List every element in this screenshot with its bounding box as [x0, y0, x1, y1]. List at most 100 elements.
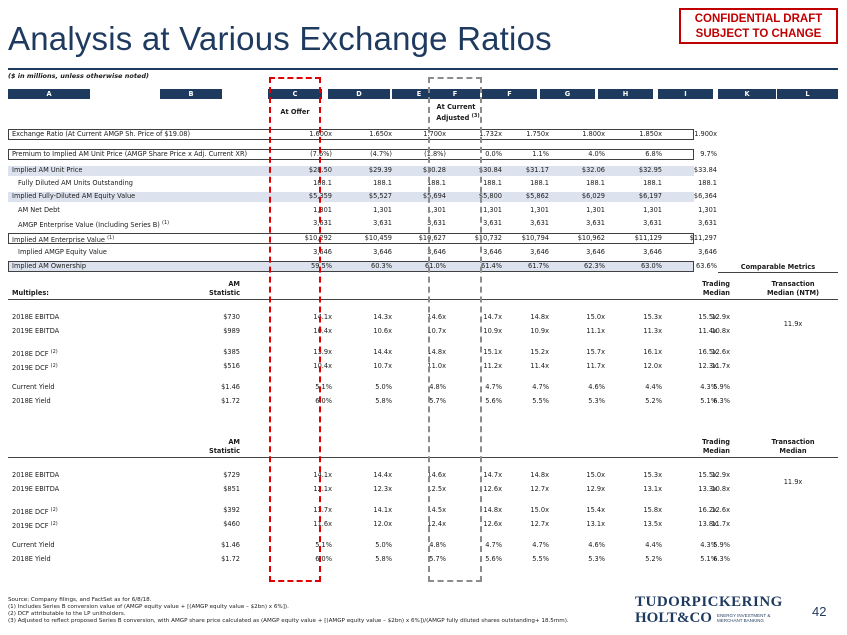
row-label-9: Implied AM Ownership [12, 262, 86, 271]
value-cell: 61.0% [425, 262, 446, 270]
multiple-cell: 15.0x [530, 506, 549, 514]
adjusted-label: Adjusted (3) [430, 112, 486, 123]
row-bg-4 [8, 192, 694, 202]
confidential-stamp: CONFIDENTIAL DRAFT SUBJECT TO CHANGE [679, 8, 838, 44]
value-cell: $5,694 [422, 192, 446, 200]
value-cell: 3,631 [313, 219, 332, 227]
value-cell: $32.06 [581, 166, 605, 174]
multiple-cell: 15.1x [483, 348, 502, 356]
value-cell: (1.8%) [424, 150, 446, 158]
trading-median: 5.9% [713, 383, 730, 391]
footnote-1: (1) Includes Series B conversion value o… [8, 604, 289, 610]
row-label-7: Implied AM Enterprise Value (1) [12, 234, 114, 245]
metric-label-text: 2019E EBITDA [12, 485, 60, 493]
footnote-ref: (2) [50, 363, 58, 369]
multiple-cell: 14.6x [427, 471, 446, 479]
value-cell: $5,862 [525, 192, 549, 200]
metric-label: 2019E DCF (2) [12, 362, 58, 373]
value-cell: 1.732x [479, 130, 502, 138]
row-box-0 [8, 129, 694, 140]
at-offer-label: At Offer [280, 108, 310, 116]
value-cell: $10,732 [474, 234, 502, 242]
value-cell: 3,646 [530, 248, 549, 256]
multiple-cell: 13.5x [643, 520, 662, 528]
multiple-cell: 15.5x [698, 313, 717, 321]
at-current-highlight [428, 77, 482, 582]
section-rule [8, 299, 838, 300]
multiple-cell: 15.0x [586, 313, 605, 321]
multiple-cell: 14.8x [530, 471, 549, 479]
multiple-cell: 14.8x [483, 506, 502, 514]
multiple-cell: 13.1x [643, 485, 662, 493]
multiple-cell: 5.1% [315, 383, 332, 391]
multiple-cell: 16.5x [698, 348, 717, 356]
metric-label: 2018E Yield [12, 555, 51, 564]
multiple-cell: 10.7x [427, 327, 446, 335]
multiple-cell: 11.1x [586, 327, 605, 335]
confidential-line-1: CONFIDENTIAL DRAFT [694, 13, 823, 25]
footnote-ref: (1) [107, 235, 115, 241]
logo-sub-1: ENERGY INVESTMENT & [716, 613, 771, 618]
value-cell: $11,297 [689, 234, 717, 242]
row-label-3: Fully Diluted AM Units Outstanding [18, 179, 133, 188]
value-cell: 3,646 [313, 248, 332, 256]
multiple-cell: 16.2x [698, 506, 717, 514]
comparable-rule [718, 272, 838, 273]
multiple-cell: 14.7x [483, 471, 502, 479]
value-cell: 188.1 [427, 179, 446, 187]
value-cell: 1,301 [373, 206, 392, 214]
units-note: ($ in millions, unless otherwise noted) [8, 72, 149, 80]
multiple-cell: 11.3x [643, 327, 662, 335]
column-letter-0: A [8, 89, 90, 99]
value-cell: 1,301 [586, 206, 605, 214]
am-statistic: $516 [223, 362, 240, 370]
multiple-cell: 16.1x [643, 348, 662, 356]
value-cell: $10,292 [304, 234, 332, 242]
value-cell: 60.3% [371, 262, 392, 270]
multiple-cell: 12.7x [530, 520, 549, 528]
column-letter-11: L [777, 89, 838, 99]
value-cell: $6,029 [581, 192, 605, 200]
logo-line-2: HOLT&CO [635, 610, 712, 626]
value-cell: 188.1 [530, 179, 549, 187]
value-cell: 3,631 [586, 219, 605, 227]
column-letter-7: G [540, 89, 595, 99]
value-cell: 188.1 [313, 179, 332, 187]
row-label-2: Implied AM Unit Price [12, 166, 82, 175]
value-cell: 3,631 [530, 219, 549, 227]
row-label-4: Implied Fully-Diluted AM Equity Value [12, 192, 135, 201]
multiple-cell: 5.2% [645, 397, 662, 405]
at-current-label: At Current [436, 103, 476, 111]
multiple-cell: 4.7% [485, 541, 502, 549]
multiple-cell: 13.3x [698, 485, 717, 493]
transaction-heading: Transaction [771, 280, 815, 288]
page-number: 42 [812, 604, 827, 619]
multiple-cell: 12.6x [483, 520, 502, 528]
am-statistic: $460 [223, 520, 240, 528]
multiple-cell: 5.8% [375, 397, 392, 405]
metric-label-text: 2018E Yield [12, 555, 51, 563]
metric-label: 2019E DCF (2) [12, 520, 58, 531]
value-cell: 3,646 [643, 248, 662, 256]
metric-label-text: 2018E DCF [12, 350, 49, 359]
transaction-median-heading: Median (NTM) [766, 289, 820, 297]
multiple-cell: 5.0% [375, 541, 392, 549]
metric-label: 2018E EBITDA [12, 313, 59, 322]
value-cell: $6,197 [638, 192, 662, 200]
multiple-cell: 15.7x [586, 348, 605, 356]
metric-label: 2018E DCF (2) [12, 506, 58, 517]
value-cell: 6.8% [645, 150, 662, 158]
multiple-cell: 4.8% [429, 383, 446, 391]
metric-label: 2018E Yield [12, 397, 51, 406]
multiple-cell: 10.4x [313, 327, 332, 335]
am-statistic: $1.72 [221, 397, 240, 405]
value-cell: 59.5% [311, 262, 332, 270]
value-cell: 1.900x [694, 130, 717, 138]
value-cell: $6,364 [693, 192, 717, 200]
multiple-cell: 5.6% [485, 555, 502, 563]
footnote-ref: (2) [50, 521, 58, 527]
multiple-cell: 13.1x [586, 520, 605, 528]
multiple-cell: 11.7x [586, 362, 605, 370]
row-label-text: Implied AM Unit Price [12, 166, 83, 174]
trading-median: 11.7x [711, 362, 730, 370]
